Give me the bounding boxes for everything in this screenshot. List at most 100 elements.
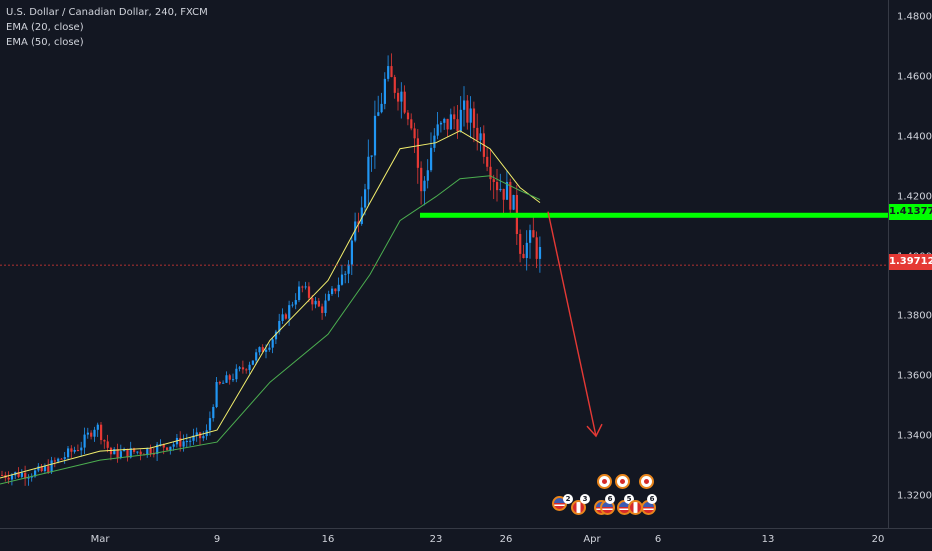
candle-body[interactable] <box>298 286 301 301</box>
candle-body[interactable] <box>502 188 505 200</box>
candle-body[interactable] <box>436 124 439 136</box>
candle-body[interactable] <box>76 450 80 452</box>
candle-body[interactable] <box>47 466 50 473</box>
candle-body[interactable] <box>439 122 443 125</box>
candle-body[interactable] <box>370 155 373 157</box>
candle-body[interactable] <box>215 381 218 408</box>
candle-body[interactable] <box>340 274 344 285</box>
candle-body[interactable] <box>522 253 525 259</box>
candle-body[interactable] <box>96 424 99 430</box>
candle-body[interactable] <box>228 375 231 380</box>
candle-body[interactable] <box>288 305 291 319</box>
candle-body[interactable] <box>195 432 198 436</box>
candle-body[interactable] <box>535 237 538 259</box>
candle-body[interactable] <box>261 347 264 352</box>
candle-body[interactable] <box>218 381 221 384</box>
candle-body[interactable] <box>30 476 33 478</box>
candle-body[interactable] <box>278 320 281 332</box>
candle-body[interactable] <box>413 128 416 139</box>
candle-body[interactable] <box>525 242 528 259</box>
candle-body[interactable] <box>63 457 66 459</box>
candle-body[interactable] <box>40 466 43 472</box>
candle-body[interactable] <box>456 119 459 132</box>
candle-body[interactable] <box>373 115 377 156</box>
candle-body[interactable] <box>410 119 413 129</box>
candle-body[interactable] <box>172 444 175 447</box>
candle-body[interactable] <box>189 440 192 442</box>
candle-body[interactable] <box>327 294 330 301</box>
candle-body[interactable] <box>284 314 287 319</box>
candle-body[interactable] <box>499 188 502 191</box>
candle-body[interactable] <box>126 448 129 458</box>
candle-body[interactable] <box>274 331 278 340</box>
candle-body[interactable] <box>129 448 132 458</box>
candle-body[interactable] <box>446 118 449 130</box>
candle-body[interactable] <box>159 444 162 446</box>
candle-body[interactable] <box>162 444 165 448</box>
candle-body[interactable] <box>192 435 195 441</box>
candle-body[interactable] <box>314 300 317 305</box>
candle-body[interactable] <box>321 306 324 313</box>
candle-body[interactable] <box>532 230 535 238</box>
candle-body[interactable] <box>80 447 83 451</box>
ca-event-icon[interactable] <box>571 500 586 515</box>
candle-body[interactable] <box>294 300 297 305</box>
candle-body[interactable] <box>509 181 512 210</box>
candle-body[interactable] <box>430 147 433 171</box>
event-icon[interactable] <box>615 474 630 489</box>
candle-body[interactable] <box>519 233 522 254</box>
candle-body[interactable] <box>116 449 119 458</box>
candle-body[interactable] <box>387 66 390 79</box>
candle-body[interactable] <box>380 103 383 113</box>
candle-body[interactable] <box>149 448 152 454</box>
candle-body[interactable] <box>426 170 429 181</box>
candle-body[interactable] <box>86 432 89 435</box>
candle-body[interactable] <box>317 300 320 307</box>
candle-body[interactable] <box>103 440 106 442</box>
projection-arrow[interactable] <box>547 211 603 438</box>
candle-body[interactable] <box>265 349 268 352</box>
candle-body[interactable] <box>476 127 479 141</box>
candle-body[interactable] <box>347 264 350 274</box>
event-icon[interactable] <box>597 474 612 489</box>
candle-body[interactable] <box>7 477 10 480</box>
candle-body[interactable] <box>255 352 258 361</box>
candle-body[interactable] <box>453 114 456 120</box>
ema20-legend[interactable]: EMA (20, close) <box>6 22 84 33</box>
candle-body[interactable] <box>486 156 489 167</box>
candle-body[interactable] <box>50 460 53 473</box>
event-icon[interactable] <box>639 474 654 489</box>
candle-body[interactable] <box>331 288 334 295</box>
candle-body[interactable] <box>169 446 172 451</box>
candle-body[interactable] <box>136 451 139 453</box>
candle-body[interactable] <box>449 114 452 130</box>
candle-body[interactable] <box>393 77 396 93</box>
candle-body[interactable] <box>337 284 340 292</box>
candle-body[interactable] <box>208 418 212 431</box>
candle-body[interactable] <box>251 360 254 365</box>
candle-body[interactable] <box>423 180 426 192</box>
candle-body[interactable] <box>53 460 56 462</box>
candle-body[interactable] <box>232 379 235 381</box>
candle-body[interactable] <box>479 133 482 141</box>
candle-body[interactable] <box>182 441 185 447</box>
candle-body[interactable] <box>43 466 47 472</box>
candle-body[interactable] <box>241 367 245 370</box>
candle-body[interactable] <box>245 369 248 371</box>
candle-body[interactable] <box>70 448 73 452</box>
candle-body[interactable] <box>166 447 169 451</box>
candle-body[interactable] <box>463 100 466 110</box>
candle-body[interactable] <box>505 181 509 200</box>
candle-body[interactable] <box>390 66 393 78</box>
chart-plot-area[interactable]: U.S. Dollar / Canadian Dollar, 240, FXCM… <box>0 0 888 528</box>
candle-body[interactable] <box>301 286 304 288</box>
candle-body[interactable] <box>37 466 40 471</box>
candle-body[interactable] <box>324 300 327 313</box>
candle-body[interactable] <box>106 441 109 448</box>
candle-body[interactable] <box>199 432 202 439</box>
candle-body[interactable] <box>489 166 492 180</box>
candle-body[interactable] <box>512 195 515 210</box>
candle-body[interactable] <box>179 437 182 447</box>
candle-body[interactable] <box>119 451 122 458</box>
candle-body[interactable] <box>291 304 294 306</box>
